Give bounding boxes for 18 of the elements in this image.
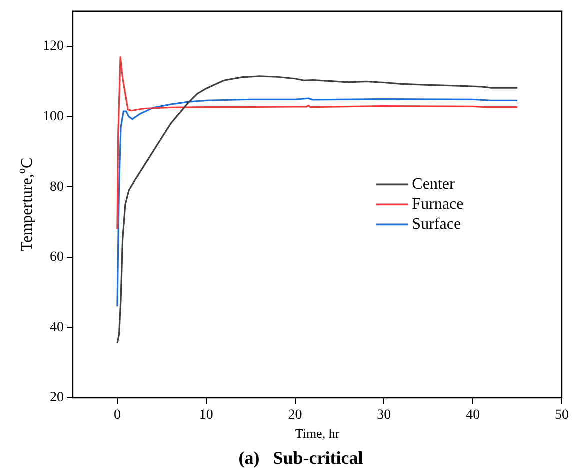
y-tick-label: 40: [50, 320, 64, 336]
x-tick-label: 30: [377, 408, 392, 424]
y-tick-label: 100: [43, 110, 64, 125]
y-axis-title: Temperture,oC: [16, 158, 36, 252]
x-tick-label: 20: [288, 408, 302, 424]
legend-label: Center: [412, 176, 456, 193]
x-tick-label: 10: [199, 408, 214, 424]
x-tick-label: 50: [555, 408, 569, 424]
x-tick-label: 40: [466, 408, 480, 424]
text: (a) Sub-critical: [238, 448, 364, 468]
legend-label: Surface: [412, 216, 462, 233]
legend-label: Furnace: [412, 196, 464, 213]
y-tick-label: 80: [50, 180, 64, 195]
x-tick-label: 0: [114, 408, 121, 424]
y-tick-label: 20: [50, 390, 64, 406]
y-tick-label: 60: [50, 250, 64, 266]
y-tick-label: 120: [43, 39, 64, 54]
x-axis-title: Time, hr: [295, 426, 340, 442]
